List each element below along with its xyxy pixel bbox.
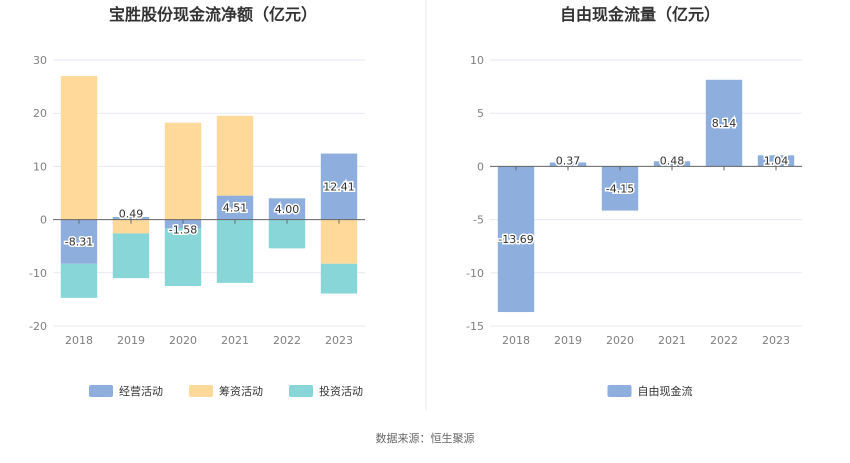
x-tick-label: 2018 [502,334,530,347]
x-tick-label: 2022 [273,334,301,347]
data-label: 0.49 [119,208,144,221]
x-tick-label: 2022 [710,334,738,347]
bar [320,153,358,220]
y-tick-label: -5 [473,214,484,227]
x-tick-label: 2021 [658,334,686,347]
y-tick-label: 10 [33,160,47,173]
chart-title: 自由现金流量（亿元） [560,5,720,24]
y-tick-label: -10 [29,267,47,280]
data-label: 4.51 [223,202,248,215]
legend-item: 自由现金流 [638,384,693,398]
bar [216,195,254,220]
bar [216,219,254,283]
y-tick-label: -15 [466,320,484,333]
bar [549,162,587,167]
legend-swatch [89,385,113,397]
free-cash-flow-chart: 自由现金流量（亿元） 10 5 0 -5 -10 -15 2018 2019 2020 2021 2… [466,5,802,398]
y-tick-label: 5 [477,107,484,120]
x-tick-label: 2019 [554,334,582,347]
bar [757,155,795,167]
data-label: 8.14 [712,117,737,130]
y-tick-label: -10 [466,267,484,280]
legend-swatch [289,385,313,397]
x-tick-label: 2019 [117,334,145,347]
legend-item: 筹资活动 [219,384,263,398]
bar [60,263,98,298]
y-tick-label: 30 [33,54,47,67]
bar [268,198,306,220]
x-tick-label: 2018 [65,334,93,347]
chart-title: 宝胜股份现金流净额（亿元） [109,5,317,24]
bar [60,219,98,264]
data-source: 数据来源：恒生聚源 [376,431,475,445]
bar [164,228,202,286]
data-label: -8.31 [65,236,93,249]
y-tick-label: 10 [470,54,484,67]
bar [60,75,98,220]
chart-legend: 自由现金流 [607,384,693,398]
bar [497,166,535,313]
bar [216,115,254,196]
data-label: -13.69 [498,233,533,246]
bar [164,122,202,220]
data-label: 1.04 [764,154,789,167]
chart-legend: 经营活动 筹资活动 投资活动 [89,384,363,398]
bar [112,219,150,234]
data-label: 12.41 [323,181,355,194]
bar [112,216,150,220]
data-label: 0.48 [660,154,685,167]
bar [268,219,306,249]
legend-swatch [607,385,632,397]
data-label: -1.58 [169,224,197,237]
bar [320,263,358,294]
x-tick-label: 2020 [169,334,197,347]
bar [112,233,150,279]
x-tick-label: 2020 [606,334,634,347]
x-tick-label: 2023 [325,334,353,347]
y-tick-label: 20 [33,107,47,120]
data-label: -4.15 [606,182,634,195]
bar [653,161,691,167]
legend-item: 经营活动 [119,384,163,398]
y-tick-label: 0 [40,214,47,227]
bar [601,166,639,211]
data-label: 4.00 [275,203,300,216]
y-tick-label: -20 [29,320,47,333]
y-tick-label: 0 [477,160,484,173]
bar [705,79,743,167]
bar [164,219,202,229]
cash-flow-chart: 宝胜股份现金流净额（亿元） 30 20 10 0 -10 -20 2018 2019 2020 2… [29,5,365,398]
x-tick-label: 2021 [221,334,249,347]
legend-item: 投资活动 [319,384,363,398]
x-tick-label: 2023 [762,334,790,347]
data-label: 0.37 [556,154,581,167]
bar [320,219,358,264]
legend-swatch [189,385,213,397]
